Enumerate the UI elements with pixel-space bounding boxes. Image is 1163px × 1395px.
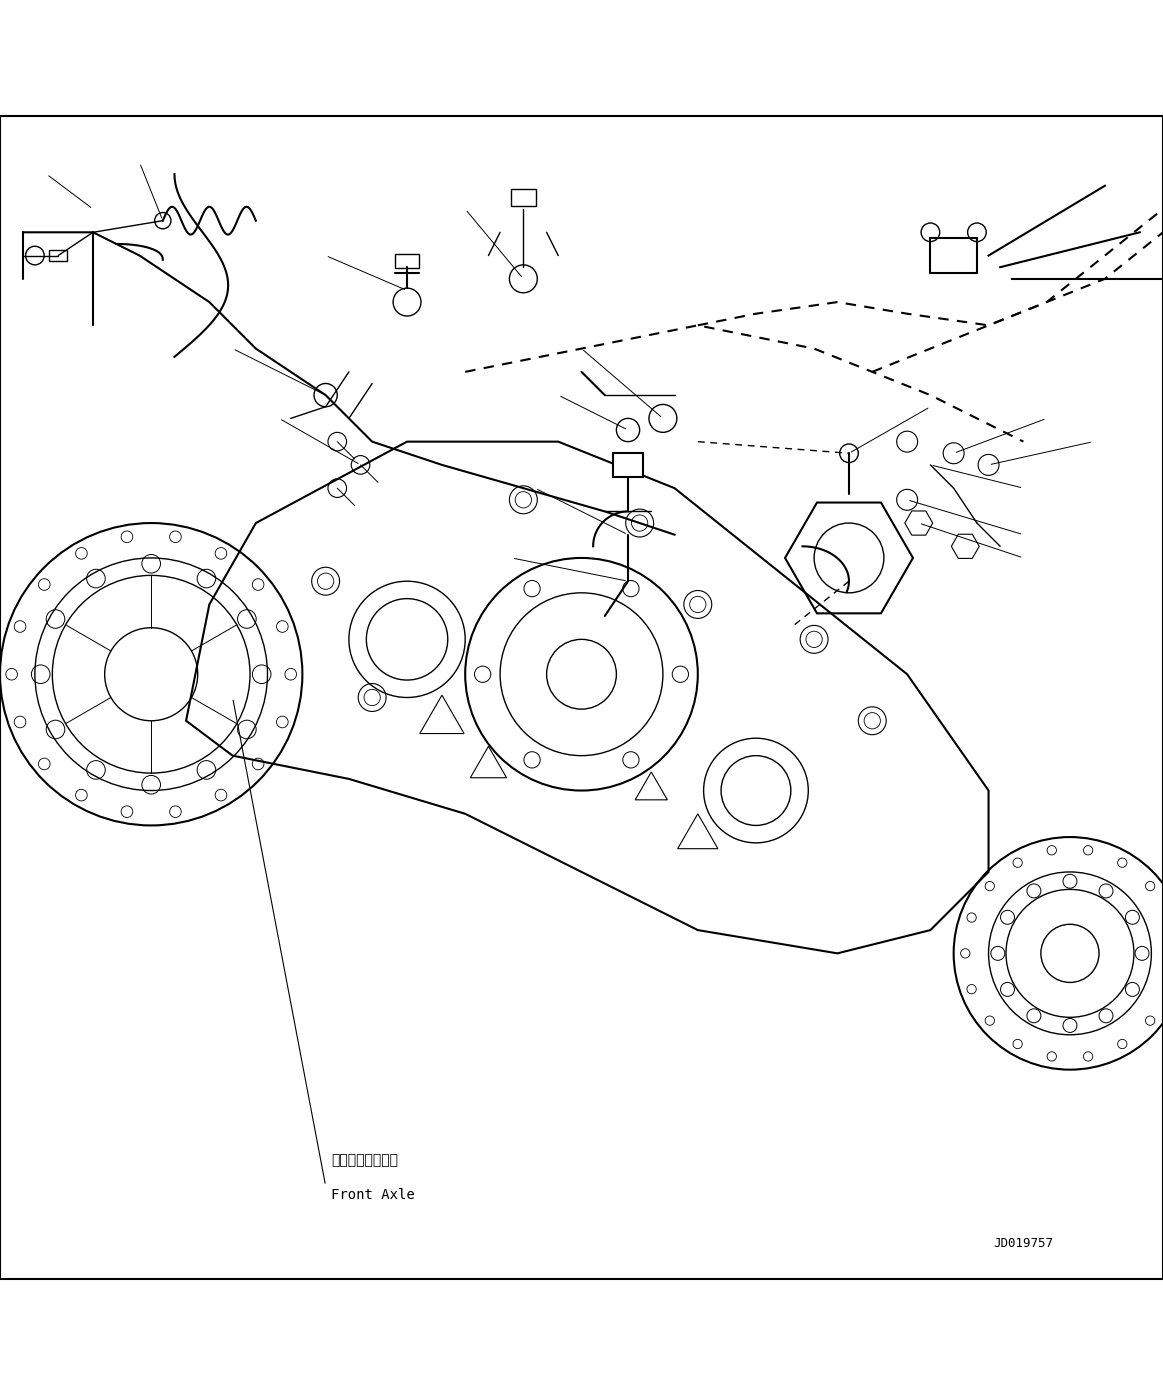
Bar: [930, 239, 977, 273]
Text: JD019757: JD019757: [993, 1237, 1054, 1250]
Bar: [614, 453, 643, 477]
Bar: [395, 254, 419, 268]
Text: Front Axle: Front Axle: [331, 1189, 415, 1202]
Bar: [511, 190, 536, 205]
Text: フロントアクスル: フロントアクスル: [331, 1154, 399, 1168]
Bar: [49, 250, 67, 261]
